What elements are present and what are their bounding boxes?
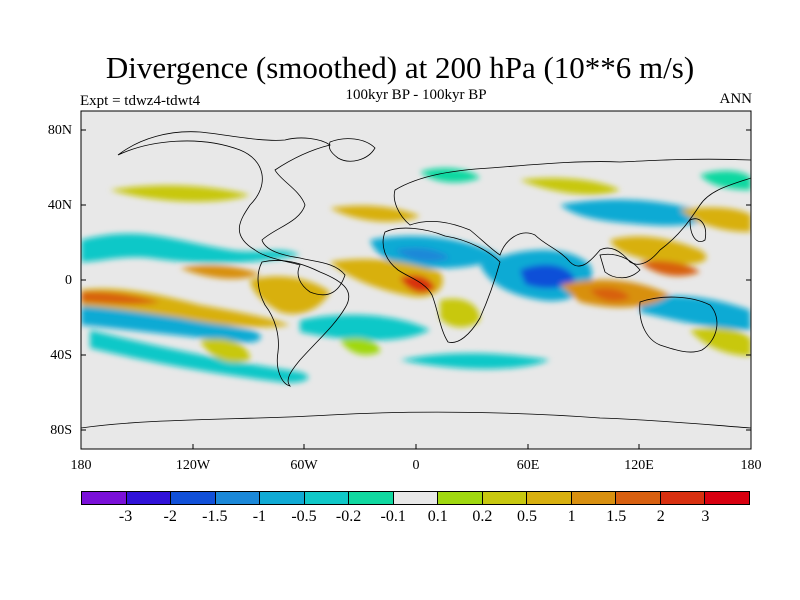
colorbar-label-8: 0.2 <box>472 508 493 525</box>
colorbar-swatch-14 <box>705 492 749 504</box>
chart-subtitle: 100kyr BP - 100kyr BP <box>345 87 487 103</box>
colorbar-label-6: -0.1 <box>380 508 406 525</box>
colorbar-label-10: 1 <box>567 508 576 525</box>
colorbar-swatch-7 <box>393 492 439 504</box>
colorbar-swatch-12 <box>616 492 661 504</box>
colorbar-label-12: 2 <box>656 508 665 525</box>
colorbar-label-1: -2 <box>163 508 177 525</box>
colorbar-swatch-3 <box>215 492 261 504</box>
colorbar-label-0: -3 <box>118 508 133 525</box>
map-field <box>81 111 751 449</box>
colorbar-swatch-9 <box>482 492 528 504</box>
lat-label-0: 0 <box>65 273 72 288</box>
season-label: ANN <box>719 91 753 107</box>
colorbar <box>81 491 750 505</box>
lon-label-0: 0 <box>412 458 420 473</box>
lat-label-80s: 80S <box>50 423 72 438</box>
colorbar-label-4: -0.5 <box>291 508 317 525</box>
lon-label-120w: 120W <box>175 458 211 473</box>
colorbar-label-2: -1.5 <box>202 508 228 525</box>
lon-label-120e: 120E <box>624 458 654 473</box>
colorbar-swatch-1 <box>126 492 172 504</box>
colorbar-label-11: 1.5 <box>606 508 627 525</box>
colorbar-label-3: -1 <box>252 508 267 525</box>
colorbar-label-9: 0.5 <box>517 508 537 525</box>
colorbar-label-13: 3 <box>701 508 710 525</box>
lat-label-80n: 80N <box>47 123 72 138</box>
experiment-label: Expt = tdwz4-tdwt4 <box>80 93 201 109</box>
lat-label-40n: 40N <box>47 198 72 213</box>
lon-label-180e: 180 <box>740 458 762 473</box>
colorbar-label-5: -0.2 <box>335 508 362 525</box>
chart-title: Divergence (smoothed) at 200 hPa (10**6 … <box>105 50 695 85</box>
colorbar-swatch-13 <box>660 492 706 504</box>
colorbar-swatch-10 <box>527 492 572 504</box>
lon-label-60w: 60W <box>290 458 318 473</box>
lat-label-40s: 40S <box>50 348 72 363</box>
colorbar-swatch-2 <box>171 492 216 504</box>
colorbar-swatch-0 <box>82 492 127 504</box>
colorbar-label-7: 0.1 <box>427 508 448 525</box>
lon-label-180w: 180 <box>70 458 92 473</box>
colorbar-swatch-6 <box>349 492 394 504</box>
colorbar-swatch-4 <box>260 492 305 504</box>
colorbar-swatch-5 <box>304 492 350 504</box>
lon-label-60e: 60E <box>516 458 540 473</box>
colorbar-swatch-8 <box>438 492 483 504</box>
colorbar-swatch-11 <box>571 492 617 504</box>
